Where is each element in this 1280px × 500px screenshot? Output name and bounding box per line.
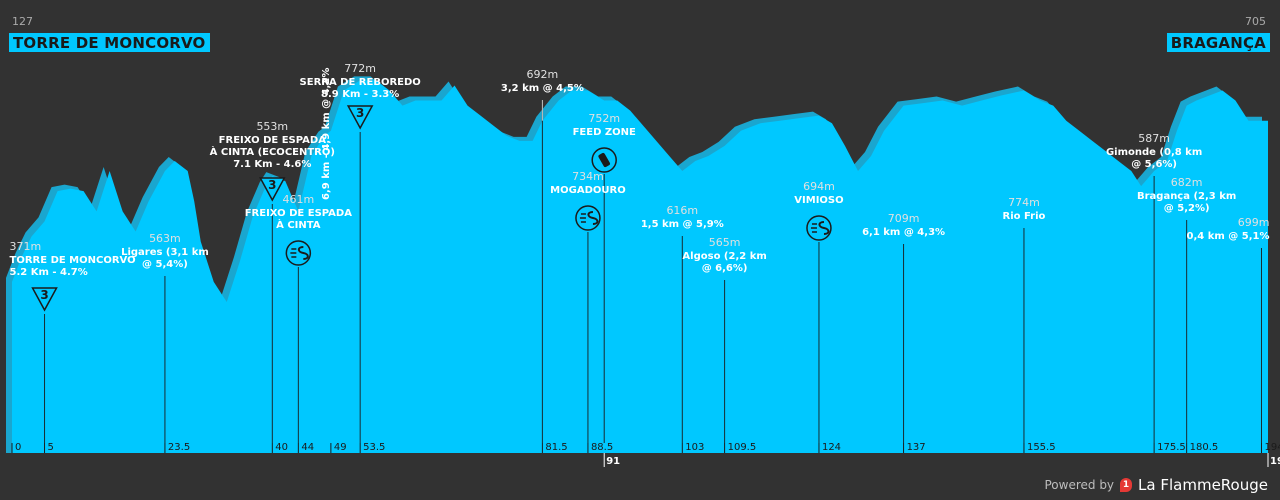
bottle-shape	[598, 152, 611, 168]
annotation-text-4-1: 8.9 Km - 3.3%	[321, 89, 399, 100]
altitude-label-1: 563m	[149, 232, 181, 245]
category-3-triangle	[346, 105, 374, 130]
annotation-text-14-0: Bragança (2,3 km	[1137, 191, 1236, 202]
annotation-text-9-0: Algoso (2,2 km	[682, 251, 766, 262]
sprint-icon	[575, 205, 601, 231]
altitude-label-8: 616m	[666, 204, 698, 217]
annotation-text-14-1: @ 5,2%)	[1164, 203, 1210, 214]
annotation-text-0-1: 5.2 Km - 4.7%	[10, 267, 88, 278]
tick-label-40: 40	[275, 442, 288, 453]
brand-name: La FlammeRouge	[1138, 476, 1268, 494]
boxed-tick-label-91: 91	[606, 456, 620, 467]
tick-label-137: 137	[907, 442, 926, 453]
finish-code: 705	[1245, 15, 1266, 28]
tick-label-0: 0	[15, 442, 21, 453]
tick-label-180.5: 180.5	[1190, 442, 1219, 453]
tick-label-49: 49	[334, 442, 347, 453]
sprint-circle	[806, 215, 832, 241]
sprint-s-glyph	[297, 246, 309, 260]
annotation-text-1-0: Ligares (3,1 km	[121, 247, 209, 258]
altitude-label-5: 692m	[527, 68, 559, 81]
altitude-label-13: 587m	[1138, 132, 1170, 145]
annotation-text-2-2: 7.1 Km - 4.6%	[233, 159, 311, 170]
tick-label-194: 194	[1264, 442, 1280, 453]
altitude-label-4: 772m	[344, 62, 376, 75]
sprint-circle	[285, 240, 312, 266]
annotation-text-3-1: À CINTA	[276, 218, 321, 231]
sprint-s-glyph	[818, 221, 830, 235]
annotation-text-13-0: Gimonde (0,8 km	[1106, 147, 1202, 158]
tick-label-109.5: 109.5	[728, 442, 757, 453]
annotation-text-15-0: 0,4 km @ 5,1%	[1187, 231, 1270, 242]
annotation-text-0-0: TORRE DE MONCORVO	[10, 255, 136, 266]
annotation-text-4-0: SERRA DE REBOREDO	[300, 77, 421, 88]
footer: Powered by 1 La FlammeRouge	[1044, 476, 1268, 494]
feed-zone-bottle-icon	[591, 147, 617, 173]
tick-label-44: 44	[301, 442, 314, 453]
altitude-label-0: 371m	[10, 240, 42, 253]
category-3-number: 3	[40, 288, 48, 302]
tick-label-5: 5	[48, 442, 54, 453]
altitude-label-14: 682m	[1171, 176, 1203, 189]
altitude-label-7: 752m	[588, 112, 620, 125]
annotation-text-2-0: FREIXO DE ESPADA	[219, 135, 327, 146]
category-3-triangle	[31, 287, 58, 312]
annotation-text-11-0: 6,1 km @ 4,3%	[862, 227, 945, 238]
altitude-label-3: 461m	[282, 193, 314, 206]
altitude-label-12: 774m	[1008, 196, 1040, 209]
category-3-number: 3	[356, 106, 364, 120]
category-3-climb-icon: 3	[346, 105, 374, 130]
sprint-speed-lines	[290, 248, 297, 258]
altitude-label-10: 694m	[803, 180, 835, 193]
tick-label-23.5: 23.5	[168, 442, 190, 453]
annotation-text-5-0: 3,2 km @ 4,5%	[501, 83, 584, 94]
sprint-circle	[575, 205, 601, 231]
annotation-text-8-0: 1,5 km @ 5,9%	[641, 219, 724, 230]
annotation-text-10-0: VIMIOSO	[794, 195, 843, 206]
category-3-number: 3	[268, 178, 276, 192]
category-3-triangle	[259, 177, 286, 202]
vertical-climb-label: 6,9 km - 4,9 km @ 4,2%	[321, 68, 332, 200]
tick-label-53.5: 53.5	[363, 442, 385, 453]
annotation-text-3-0: FREIXO DE ESPADA	[245, 208, 353, 219]
altitude-label-15: 699m	[1238, 216, 1270, 229]
powered-by-text: Powered by	[1044, 478, 1115, 492]
start-city-badge: TORRE DE MONCORVO	[9, 33, 210, 52]
sprint-icon	[285, 240, 312, 266]
profile-area	[12, 80, 1268, 453]
annotation-text-13-1: @ 5,6%)	[1131, 159, 1177, 170]
flamme-rouge-logo-icon: 1	[1120, 478, 1133, 492]
tick-label-81.5: 81.5	[545, 442, 567, 453]
annotation-text-6-0: MOGADOURO	[550, 185, 626, 196]
category-3-climb-icon: 3	[31, 287, 58, 312]
sprint-speed-lines	[810, 223, 817, 233]
annotation-text-12-0: Rio Frio	[1003, 211, 1046, 222]
sprint-s-glyph	[587, 211, 599, 225]
tick-label-103: 103	[685, 442, 704, 453]
boxed-tick-label-193: 193	[1270, 456, 1280, 467]
tick-label-155.5: 155.5	[1027, 442, 1056, 453]
annotation-text-1-1: @ 5,4%)	[142, 259, 188, 270]
annotation-text-2-1: À CINTA (ECOCENTRO)	[210, 145, 335, 158]
tick-label-175.5: 175.5	[1157, 442, 1186, 453]
tick-label-88.5: 88.5	[591, 442, 613, 453]
altitude-label-9: 565m	[709, 236, 741, 249]
sprint-speed-lines	[579, 213, 586, 223]
sprint-icon	[806, 215, 832, 241]
annotation-text-7-0: FEED ZONE	[573, 127, 636, 138]
altitude-label-2: 553m	[256, 120, 288, 133]
annotation-text-9-1: @ 6,6%)	[702, 263, 748, 274]
altitude-label-11: 709m	[888, 212, 920, 225]
category-3-climb-icon: 3	[259, 177, 286, 202]
start-code: 127	[12, 15, 33, 28]
finish-city-badge: BRAGANÇA	[1166, 33, 1270, 52]
altitude-label-6: 734m	[572, 170, 604, 183]
tick-label-124: 124	[822, 442, 841, 453]
